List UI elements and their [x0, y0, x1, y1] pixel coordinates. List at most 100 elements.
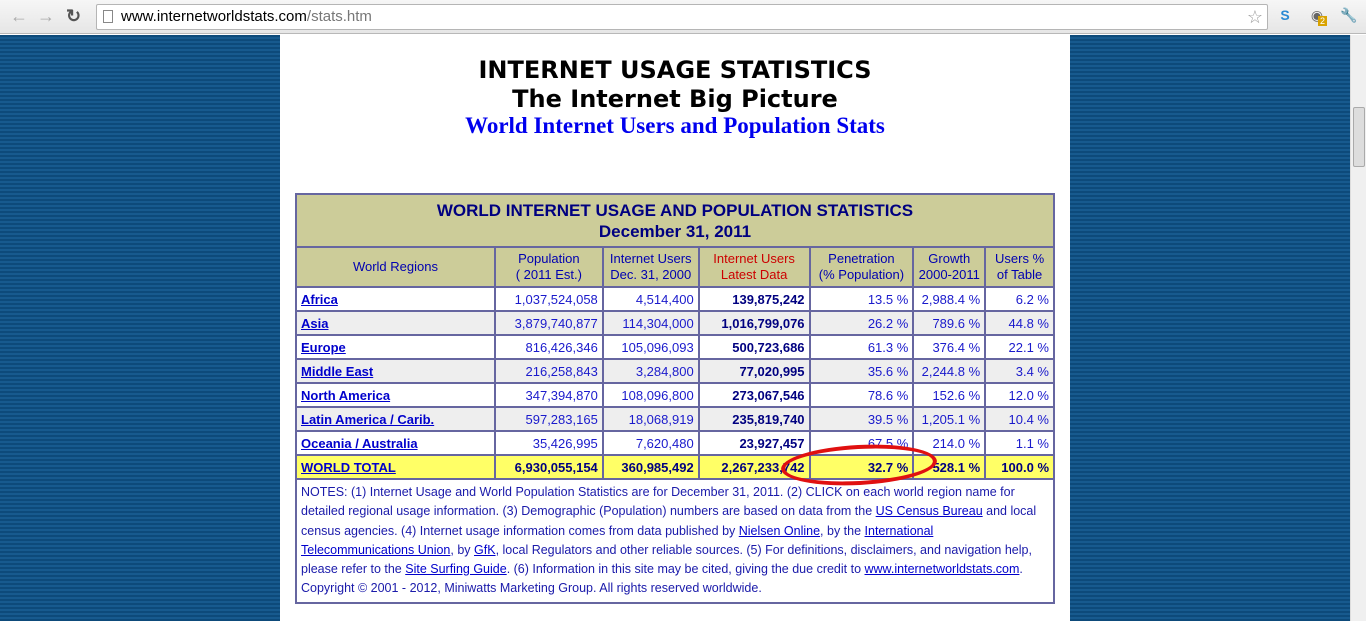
- gfk-link[interactable]: GfK: [474, 542, 496, 557]
- table-cell: Africa: [295, 286, 496, 312]
- table-cell: 39.5 %: [808, 406, 915, 432]
- table-cell: Latin America / Carib.: [295, 406, 496, 432]
- eye-extension-icon[interactable]: ◉ 2: [1310, 7, 1328, 26]
- region-link[interactable]: WORLD TOTAL: [301, 459, 396, 475]
- table-cell: North America: [295, 382, 496, 408]
- region-link[interactable]: North America: [301, 387, 391, 403]
- table-cell: 152.6 %: [912, 382, 987, 408]
- column-header: World Regions: [295, 246, 496, 288]
- table-cell: 114,304,000: [601, 310, 700, 336]
- reload-icon[interactable]: ↻: [66, 6, 82, 26]
- region-link[interactable]: Middle East: [301, 363, 374, 379]
- scrollbar[interactable]: [1350, 35, 1366, 621]
- table-cell: 78.6 %: [808, 382, 915, 408]
- table-cell: 108,096,800: [601, 382, 700, 408]
- region-link[interactable]: Latin America / Carib.: [301, 411, 435, 427]
- page-subtitle: World Internet Users and Population Stat…: [465, 113, 885, 138]
- table-cell: 376.4 %: [912, 334, 987, 360]
- extension-badge: 2: [1318, 16, 1328, 26]
- column-header: Population( 2011 Est.): [493, 246, 604, 288]
- column-header: Internet Users Dec. 31, 2000: [601, 246, 700, 288]
- bookmark-star-icon[interactable]: ☆: [1246, 7, 1263, 27]
- table-cell: 61.3 %: [808, 334, 915, 360]
- stats-table: WORLD INTERNET USAGE AND POPULATION STAT…: [295, 193, 1055, 604]
- region-link[interactable]: Oceania / Australia: [301, 435, 418, 451]
- nielsen-link[interactable]: Nielsen Online: [738, 523, 821, 538]
- region-link[interactable]: Africa: [301, 291, 338, 307]
- table-cell: 26.2 %: [808, 310, 915, 336]
- region-link[interactable]: Europe: [301, 339, 346, 355]
- table-row: Asia 3,879,740,877 114,304,000 1,016,799,07…: [295, 310, 1055, 336]
- table-cell: 13.5 %: [808, 286, 915, 312]
- table-cell: 528.1 %: [912, 454, 987, 480]
- table-row: WORLD TOTAL 6,930,055,154 360,985,492 2,267…: [295, 454, 1055, 480]
- skype-extension-icon[interactable]: S: [1280, 7, 1290, 23]
- address-bar[interactable]: www.internetworldstats.com/stats.htm ☆: [96, 4, 1268, 30]
- table-cell: 1,205.1 %: [912, 406, 987, 432]
- table-cell: 23,927,457: [697, 430, 811, 456]
- table-cell: 816,426,346: [493, 334, 604, 360]
- table-cell: 2,988.4 %: [912, 286, 987, 312]
- browser-toolbar: ← → ↻ www.internetworldstats.com/stats.h…: [0, 0, 1366, 34]
- table-date: December 31, 2011: [598, 221, 752, 241]
- table-cell: 105,096,093: [601, 334, 700, 360]
- table-cell: WORLD TOTAL: [295, 454, 496, 480]
- table-cell: 100.0 %: [984, 454, 1055, 480]
- table-cell: 347,394,870: [493, 382, 604, 408]
- table-cell: 67.5 %: [808, 430, 915, 456]
- background-right: [1070, 35, 1350, 621]
- notes: NOTES: (1) Internet Usage and World Popu…: [295, 478, 1055, 604]
- url-path: /stats.htm: [306, 8, 372, 25]
- table-cell: Asia: [295, 310, 496, 336]
- column-header: Penetration (% Population): [808, 246, 915, 288]
- region-link[interactable]: Asia: [301, 315, 329, 331]
- table-cell: 1,016,799,076: [697, 310, 811, 336]
- table-cell: 12.0 %: [984, 382, 1055, 408]
- table-cell: 32.7 %: [808, 454, 915, 480]
- forward-icon[interactable]: →: [37, 6, 55, 26]
- table-cell: 35.6 %: [808, 358, 915, 384]
- table-title: WORLD INTERNET USAGE AND POPULATION STAT…: [295, 193, 1055, 248]
- table-cell: 44.8 %: [984, 310, 1055, 336]
- wrench-menu-icon[interactable]: 🔧: [1340, 7, 1358, 23]
- table-cell: 1.1 %: [984, 430, 1055, 456]
- table-cell: 77,020,995: [697, 358, 811, 384]
- table-cell: 789.6 %: [912, 310, 987, 336]
- table-cell: 3,284,800: [601, 358, 700, 384]
- table-cell: 273,067,546: [697, 382, 811, 408]
- column-header: Internet Users Latest Data: [697, 246, 811, 288]
- homepage-link[interactable]: www.internetworldstats.com: [864, 562, 1020, 577]
- site-surfing-guide-link[interactable]: Site Surfing Guide: [405, 562, 507, 577]
- table-cell: Europe: [295, 334, 496, 360]
- table-cell: 10.4 %: [984, 406, 1055, 432]
- table-cell: 214.0 %: [912, 430, 987, 456]
- table-row: Africa 1,037,524,058 4,514,400 139,875,242 1…: [295, 286, 1055, 312]
- back-icon[interactable]: ←: [10, 6, 28, 26]
- table-row: Europe 816,426,346 105,096,093 500,723,686 6…: [295, 334, 1055, 360]
- us-census-link[interactable]: US Census Bureau: [875, 504, 983, 519]
- table-cell: 7,620,480: [601, 430, 700, 456]
- scrollbar-thumb[interactable]: [1353, 107, 1365, 167]
- table-cell: 18,068,919: [601, 406, 700, 432]
- table-cell: 139,875,242: [697, 286, 811, 312]
- table-cell: 35,426,995: [493, 430, 604, 456]
- table-cell: Middle East: [295, 358, 496, 384]
- table-cell: 6.2 %: [984, 286, 1055, 312]
- table-cell: 500,723,686: [697, 334, 811, 360]
- table-cell: 216,258,843: [493, 358, 604, 384]
- table-row: Middle East 216,258,843 3,284,800 77,020,99…: [295, 358, 1055, 384]
- table-cell: Oceania / Australia: [295, 430, 496, 456]
- table-cell: 235,819,740: [697, 406, 811, 432]
- column-header: Growth 2000-2011: [912, 246, 987, 288]
- table-cell: 6,930,055,154: [493, 454, 604, 480]
- table-row: Latin America / Carib. 597,283,165 18,068,…: [295, 406, 1055, 432]
- page-title-2: The Internet Big Picture: [512, 85, 838, 113]
- table-cell: 2,267,233,742: [697, 454, 811, 480]
- table-cell: 597,283,165: [493, 406, 604, 432]
- table-cell: 3,879,740,877: [493, 310, 604, 336]
- column-header: Users % of Table: [984, 246, 1055, 288]
- table-cell: 2,244.8 %: [912, 358, 987, 384]
- table-cell: 22.1 %: [984, 334, 1055, 360]
- url-domain: www.internetworldstats.com: [121, 8, 307, 25]
- itu-link[interactable]: International Telecommunications Union: [301, 523, 934, 557]
